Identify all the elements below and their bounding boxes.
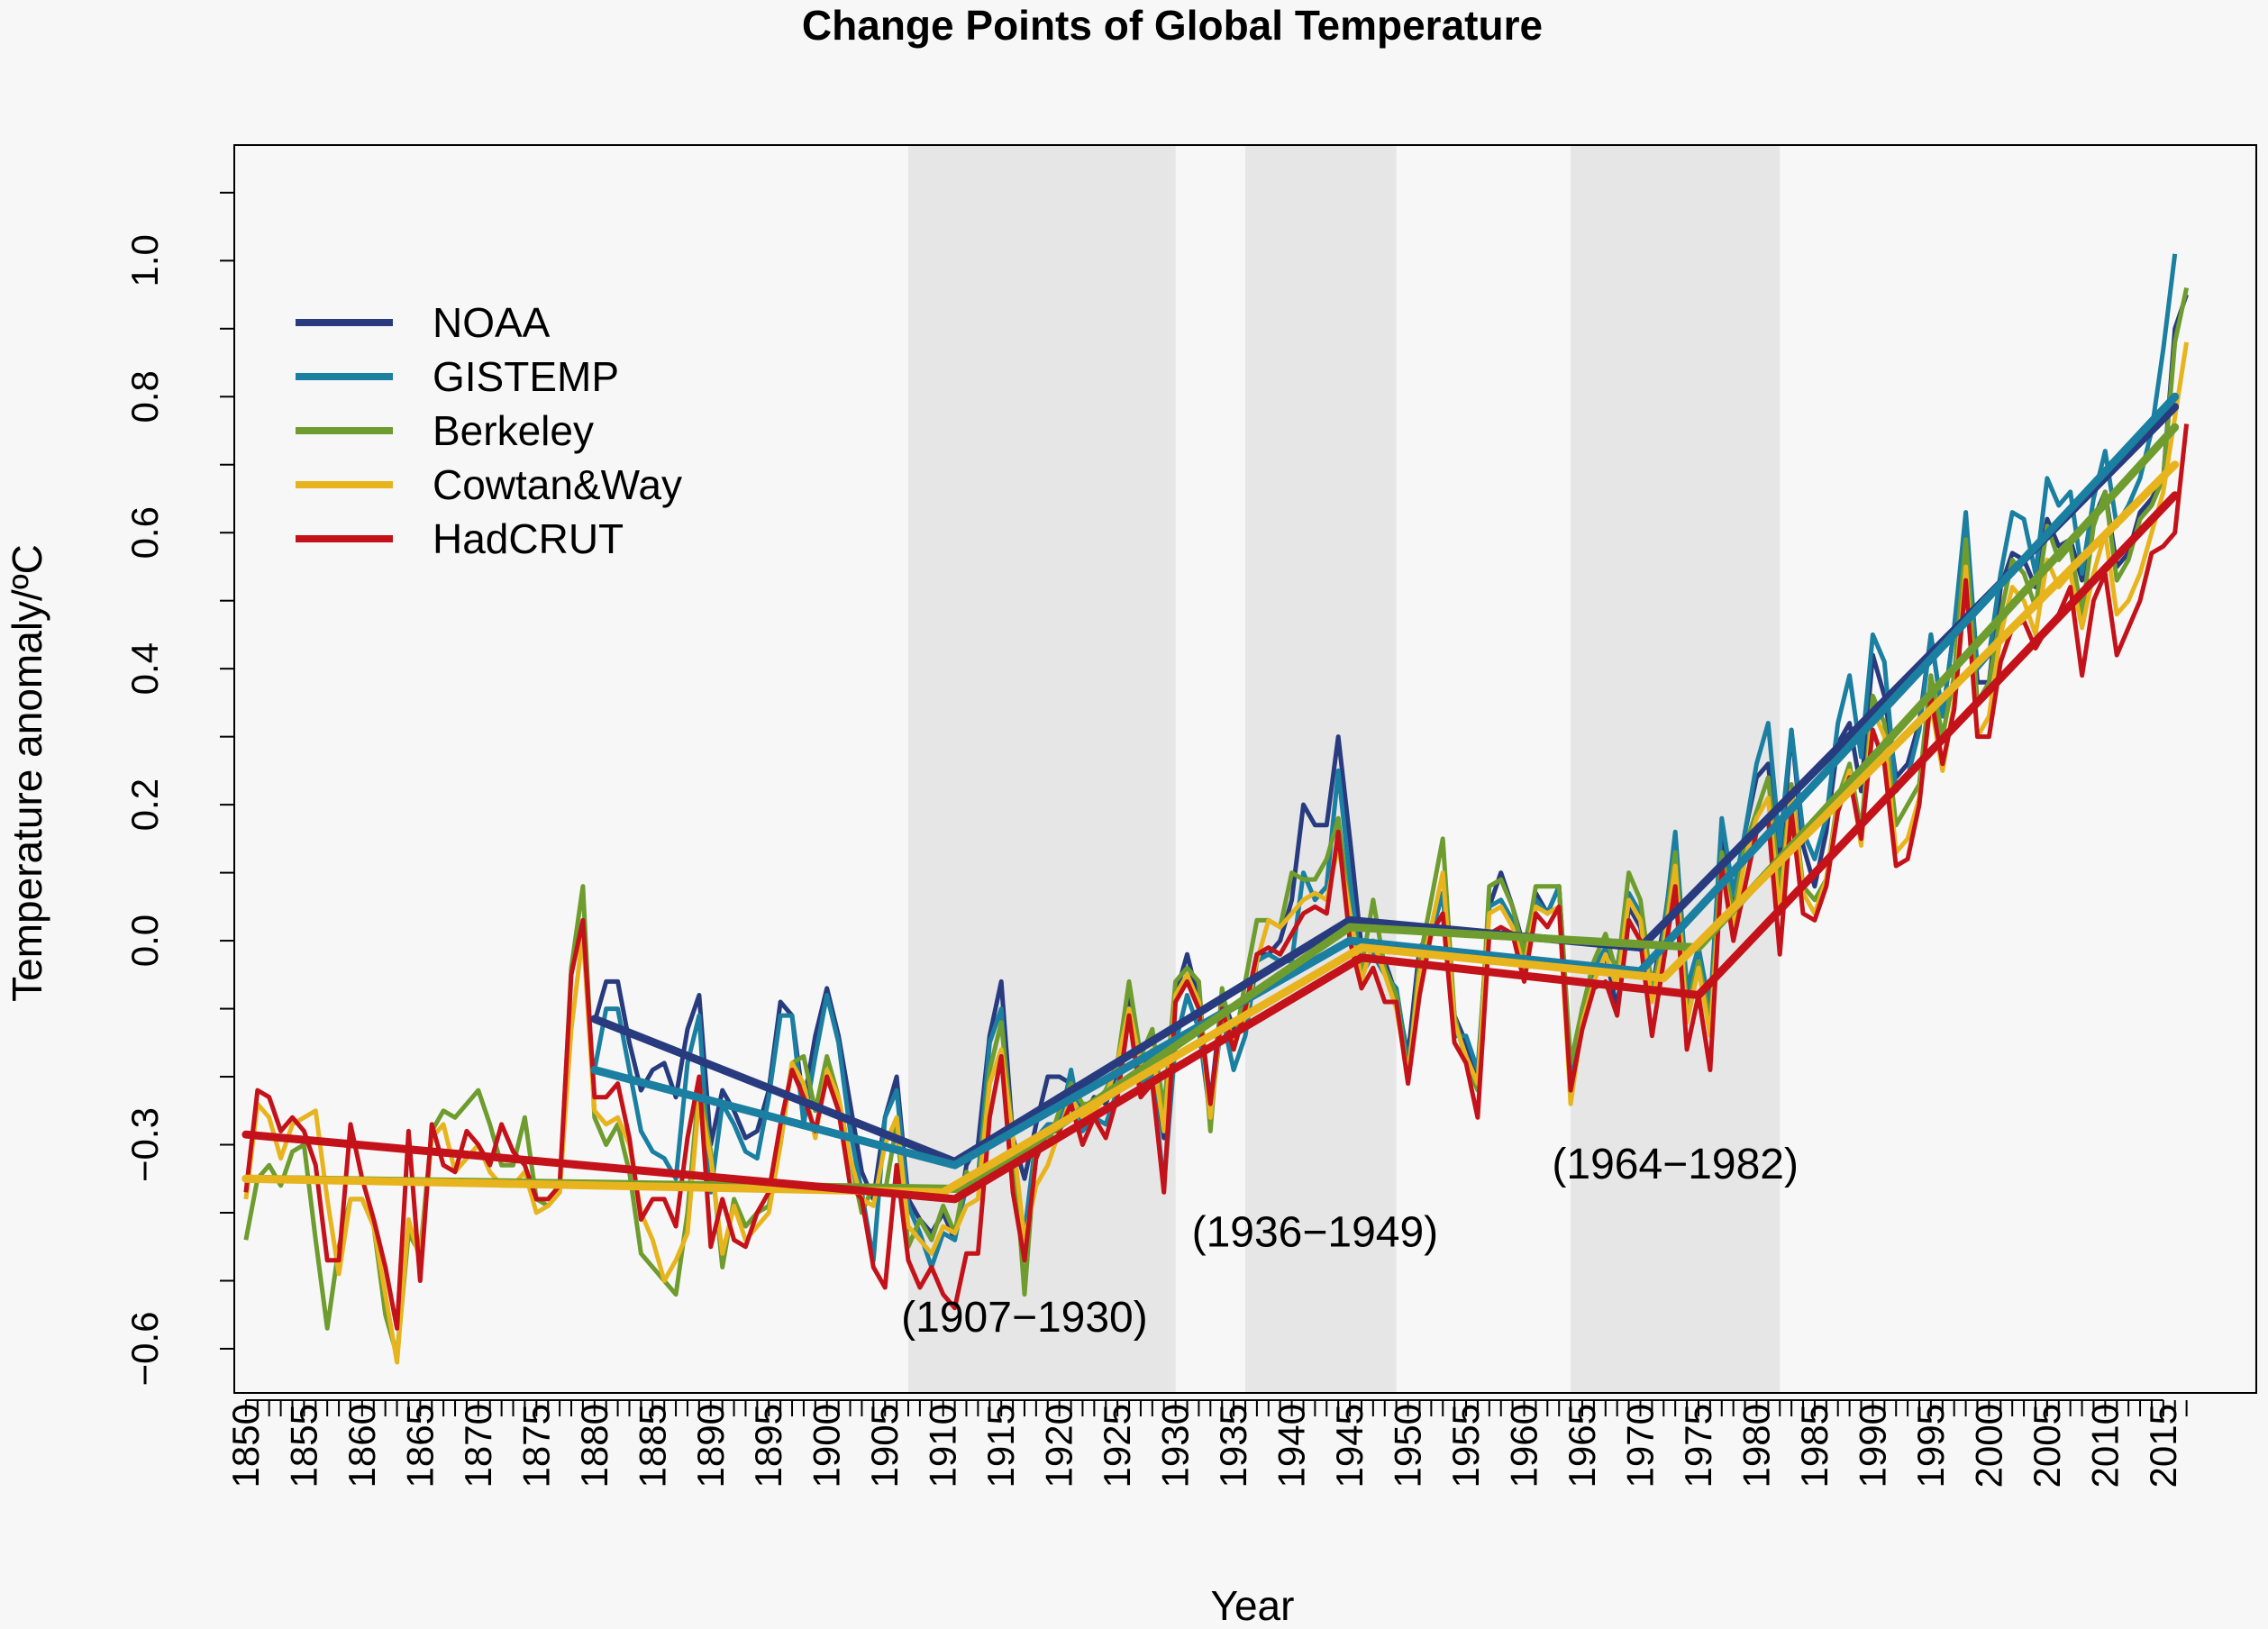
x-tick-label: 1995 xyxy=(1909,1404,1952,1488)
x-axis: 1850 1855 1860 1865 1870 1875 1880 1885 1890 1895… xyxy=(224,1399,2188,1488)
shaded-period-3 xyxy=(1571,145,1781,1393)
y-tick-label: 0.0 xyxy=(123,915,166,967)
x-tick-label: 1920 xyxy=(1038,1404,1080,1488)
shaded-period-1 xyxy=(908,145,1176,1393)
period-label-1: (1907−1930) xyxy=(901,1294,1148,1342)
x-tick-label: 1940 xyxy=(1271,1404,1313,1488)
legend-label: Cowtan&Way xyxy=(433,461,682,508)
x-tick-label: 1910 xyxy=(922,1404,964,1488)
x-tick-label: 1865 xyxy=(398,1404,441,1488)
x-tick-label: 1975 xyxy=(1677,1404,1719,1488)
legend-label: NOAA xyxy=(433,299,551,346)
x-tick-label: 2005 xyxy=(2026,1404,2068,1488)
legend-label: HadCRUT xyxy=(433,515,624,562)
y-tick-label: 0.8 xyxy=(123,370,166,423)
x-tick-label: 1990 xyxy=(1851,1404,1893,1488)
x-tick-label: 1945 xyxy=(1328,1404,1371,1488)
y-tick-label: −0.3 xyxy=(123,1107,166,1182)
x-tick-label: 1860 xyxy=(341,1404,383,1488)
legend-label: GISTEMP xyxy=(433,353,619,400)
x-tick-label: 1870 xyxy=(457,1404,499,1488)
y-tick-label: 1.0 xyxy=(123,234,166,287)
x-tick-label: 1885 xyxy=(631,1404,673,1488)
y-tick-label: 0.6 xyxy=(123,506,166,559)
x-tick-label: 1965 xyxy=(1561,1404,1603,1488)
x-tick-label: 1890 xyxy=(689,1404,732,1488)
series-fit-lines xyxy=(241,392,2180,1204)
legend: NOAA GISTEMP Berkeley Cowtan&Way HadCRUT xyxy=(296,299,682,562)
x-tick-label: 1930 xyxy=(1154,1404,1197,1488)
y-tick-label: 0.2 xyxy=(123,778,166,831)
x-tick-label: 1905 xyxy=(863,1404,906,1488)
period-annotations: (1907−1930) (1936−1949) (1964−1982) xyxy=(901,1141,1799,1342)
shaded-periods xyxy=(908,145,1781,1393)
x-tick-label: 1855 xyxy=(282,1404,324,1488)
fit-line-noaa xyxy=(590,403,2180,1166)
x-tick-label: 1985 xyxy=(1793,1404,1835,1488)
period-label-3: (1964−1982) xyxy=(1552,1141,1799,1188)
x-tick-label: 1955 xyxy=(1444,1404,1487,1488)
period-label-2: (1936−1949) xyxy=(1192,1209,1439,1257)
x-tick-label: 1970 xyxy=(1618,1404,1661,1488)
legend-label: Berkeley xyxy=(433,407,594,454)
y-tick-label: −0.6 xyxy=(123,1311,166,1386)
x-tick-label: 2015 xyxy=(2142,1404,2184,1488)
x-tick-label: 1900 xyxy=(806,1404,848,1488)
x-tick-label: 1915 xyxy=(979,1404,1022,1488)
x-tick-label: 1950 xyxy=(1387,1404,1429,1488)
fit-line-cowtan-way xyxy=(241,460,2180,1197)
fit-line-hadcrut xyxy=(241,491,2180,1204)
shaded-period-2 xyxy=(1245,145,1397,1393)
x-tick-label: 1875 xyxy=(515,1404,557,1488)
x-tick-label: 1850 xyxy=(224,1404,267,1488)
x-tick-label: 2000 xyxy=(1967,1404,2009,1488)
x-tick-label: 1980 xyxy=(1735,1404,1777,1488)
y-axis: −0.6 −0.3 0.0 0.2 0.4 0.6 0.8 1.0 xyxy=(123,191,234,1386)
x-tick-label: 1960 xyxy=(1503,1404,1545,1488)
x-tick-label: 2010 xyxy=(2083,1404,2126,1488)
x-tick-label: 1925 xyxy=(1096,1404,1138,1488)
y-tick-label: 0.4 xyxy=(123,642,166,695)
x-axis-label: Year xyxy=(1211,1582,1295,1629)
x-tick-label: 1880 xyxy=(573,1404,615,1488)
plot-frame xyxy=(233,144,2257,1394)
y-axis-label: Temperature anomaly/ºC xyxy=(4,544,50,1002)
chart-title: Change Points of Global Temperature xyxy=(802,2,1543,49)
x-tick-label: 1895 xyxy=(747,1404,789,1488)
fit-line-gistemp xyxy=(590,392,2180,1169)
x-tick-label: 1935 xyxy=(1212,1404,1254,1488)
